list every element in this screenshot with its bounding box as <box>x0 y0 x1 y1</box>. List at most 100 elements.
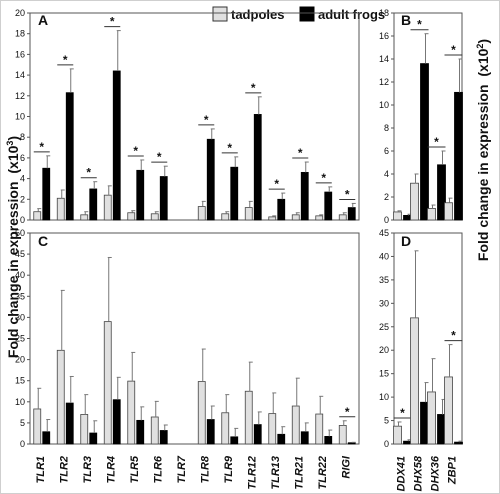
bar <box>427 391 436 445</box>
significance-star: * <box>400 406 405 420</box>
y-tick-label: 35 <box>15 291 25 301</box>
significance-star: * <box>86 166 91 180</box>
bar <box>136 419 145 445</box>
y-tick-label: 8 <box>384 123 389 133</box>
significance-star: * <box>451 43 456 57</box>
y-tick-label: 8 <box>20 132 25 142</box>
significance-star: * <box>451 329 456 343</box>
bar <box>89 432 98 445</box>
legend-label-tadpoles: tadpoles <box>231 7 284 22</box>
bar <box>244 390 253 445</box>
bar <box>324 436 333 445</box>
bar <box>56 197 65 221</box>
bar <box>197 381 206 445</box>
panel-label: C <box>38 233 48 249</box>
bar <box>230 166 239 221</box>
bar <box>197 206 206 221</box>
y-tick-label: 40 <box>15 270 25 280</box>
significance-star: * <box>434 135 439 149</box>
bar <box>253 424 262 445</box>
significance-star: * <box>251 81 256 95</box>
legend-swatch-adult-frogs <box>299 6 315 22</box>
y-tick-label: 20 <box>15 8 25 18</box>
bar <box>420 63 429 221</box>
bar <box>338 425 347 445</box>
y-tick-label: 0 <box>384 439 389 449</box>
significance-star: * <box>345 187 350 201</box>
significance-star: * <box>227 141 232 155</box>
y-tick-label: 0 <box>20 439 25 449</box>
bar <box>221 213 230 221</box>
bar <box>253 114 262 221</box>
category-label: DHX58 <box>413 455 425 491</box>
category-label: TLR1 <box>35 456 47 484</box>
panel-b: B 0 2 4 6 8 10 12 14 16 18 * * * <box>379 8 463 225</box>
y-tick-label: 15 <box>379 369 389 379</box>
bar <box>112 70 121 221</box>
bar <box>277 198 286 221</box>
y-tick-label: 15 <box>15 376 25 386</box>
svg-text:Fold change in expression: Fold change in expression (x102) <box>475 39 491 261</box>
y-tick-label: 6 <box>384 146 389 156</box>
category-label: TLR8 <box>199 455 211 483</box>
bar <box>291 214 300 221</box>
significance-star: * <box>39 140 44 154</box>
bar <box>454 441 463 445</box>
bar <box>393 211 402 221</box>
y-tick-label: 18 <box>379 8 389 18</box>
category-label: TLR4 <box>105 456 117 484</box>
bar <box>268 216 277 221</box>
panel-frame <box>29 12 360 221</box>
y-tick-label: 10 <box>379 392 389 402</box>
bar <box>315 215 324 221</box>
y-tick-label: 10 <box>379 100 389 110</box>
significance-star: * <box>133 144 138 158</box>
y-axis-title: Fold change in expression (x103) <box>5 136 21 358</box>
y-tick-label: 2 <box>20 194 25 204</box>
y-tick-label: 14 <box>379 54 389 64</box>
bar <box>444 376 453 445</box>
bar <box>103 321 112 445</box>
significance-star: * <box>63 53 68 67</box>
bar <box>268 413 277 445</box>
bar <box>112 399 121 445</box>
category-label: TLR12 <box>246 456 258 490</box>
category-label: TLR22 <box>317 456 329 490</box>
bar <box>347 442 356 445</box>
y-tick-label: 20 <box>379 345 389 355</box>
bar <box>338 214 347 221</box>
y-tick-label: 12 <box>15 91 25 101</box>
bar <box>315 413 324 445</box>
significance-star: * <box>204 113 209 127</box>
significance-star: * <box>157 150 162 164</box>
bar <box>206 138 215 221</box>
bar <box>300 171 309 221</box>
panel-label: D <box>401 233 411 249</box>
category-label: TLR5 <box>129 455 141 483</box>
category-label: TLR3 <box>82 456 94 484</box>
significance-star: * <box>417 18 422 32</box>
bar <box>324 191 333 221</box>
bar <box>410 317 419 445</box>
bar <box>444 202 453 221</box>
significance-star: * <box>110 15 115 29</box>
panel-a: A 0 2 4 6 8 10 12 14 16 18 20 * * * * * * * * * * * * * <box>15 8 360 225</box>
bar <box>300 431 309 445</box>
bar <box>33 211 42 221</box>
y-tick-label: 30 <box>15 312 25 322</box>
significance-star: * <box>274 177 279 191</box>
y-axis-title-right: Fold change in expression (x102) <box>475 39 491 261</box>
bar <box>393 425 402 445</box>
y-tick-label: 12 <box>379 77 389 87</box>
bar <box>159 176 168 221</box>
category-label: TLR6 <box>152 455 164 483</box>
panel-label: B <box>401 12 411 28</box>
panel-c: C 0 5 10 15 20 25 30 35 40 45 50 TLR1 TLR2 TLR3 TLR4 TLR… <box>15 228 360 490</box>
y-tick-label: 18 <box>15 29 25 39</box>
bar <box>42 431 51 445</box>
y-tick-label: 4 <box>20 174 25 184</box>
y-tick-label: 45 <box>15 249 25 259</box>
y-tick-label: 0 <box>384 215 389 225</box>
bar <box>230 436 239 445</box>
